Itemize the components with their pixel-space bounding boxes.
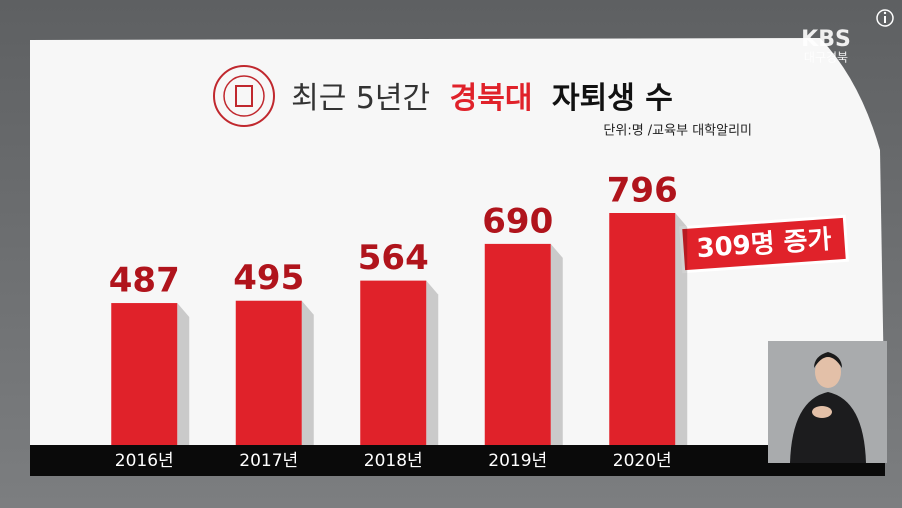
title-part: 자퇴생 수 xyxy=(552,81,673,116)
x-tick-label: 2017년 xyxy=(239,451,298,471)
annotation-bg xyxy=(679,214,849,274)
university-seal xyxy=(213,65,275,127)
source-note: 단위:명 /교육부 대학알리미 xyxy=(603,124,752,139)
chart-title: 최근 5년간 경북대 자퇴생 수 xyxy=(291,81,673,116)
x-tick-label: 2020년 xyxy=(613,451,672,471)
bar-shadow xyxy=(675,213,688,445)
broadcaster-logo: KBS 대구경북 xyxy=(801,27,851,65)
seal-inner xyxy=(223,75,265,117)
value-label: 487 xyxy=(109,261,180,301)
seal-ring xyxy=(213,65,275,127)
x-tick-label: 2018년 xyxy=(364,451,423,471)
bar-shadow xyxy=(301,300,314,445)
value-label: 564 xyxy=(358,238,429,278)
title-highlight: 경북대 xyxy=(450,81,533,116)
bar xyxy=(484,243,551,445)
seal-emblem xyxy=(235,85,253,107)
info-dot xyxy=(883,11,887,15)
bar-shadow xyxy=(177,303,190,445)
bar-shadow xyxy=(550,243,563,445)
info-glyph xyxy=(884,16,886,23)
bar-shadow xyxy=(426,280,439,445)
category-band xyxy=(30,445,885,476)
value-label: 495 xyxy=(233,258,304,298)
title-part: 최근 5년간 xyxy=(291,81,430,116)
info-circle[interactable] xyxy=(876,9,894,27)
value-label: 690 xyxy=(482,201,553,241)
x-tick-label: 2016년 xyxy=(115,451,174,471)
logo-name: KBS xyxy=(801,27,851,52)
value-label: 796 xyxy=(607,171,678,211)
interpreter-hair xyxy=(814,352,842,368)
bar xyxy=(235,300,302,445)
annotation-box: 309명 증가 xyxy=(679,214,849,274)
interpreter-body xyxy=(790,392,866,463)
sign-language-inset xyxy=(768,341,887,463)
bar xyxy=(360,280,427,445)
info-icon[interactable] xyxy=(876,9,894,27)
interpreter-face xyxy=(815,356,841,388)
bar xyxy=(609,213,676,445)
x-tick-label: 2019년 xyxy=(488,451,547,471)
interpreter-hands xyxy=(812,406,832,418)
logo-region: 대구경북 xyxy=(804,51,848,65)
bar xyxy=(111,303,178,445)
